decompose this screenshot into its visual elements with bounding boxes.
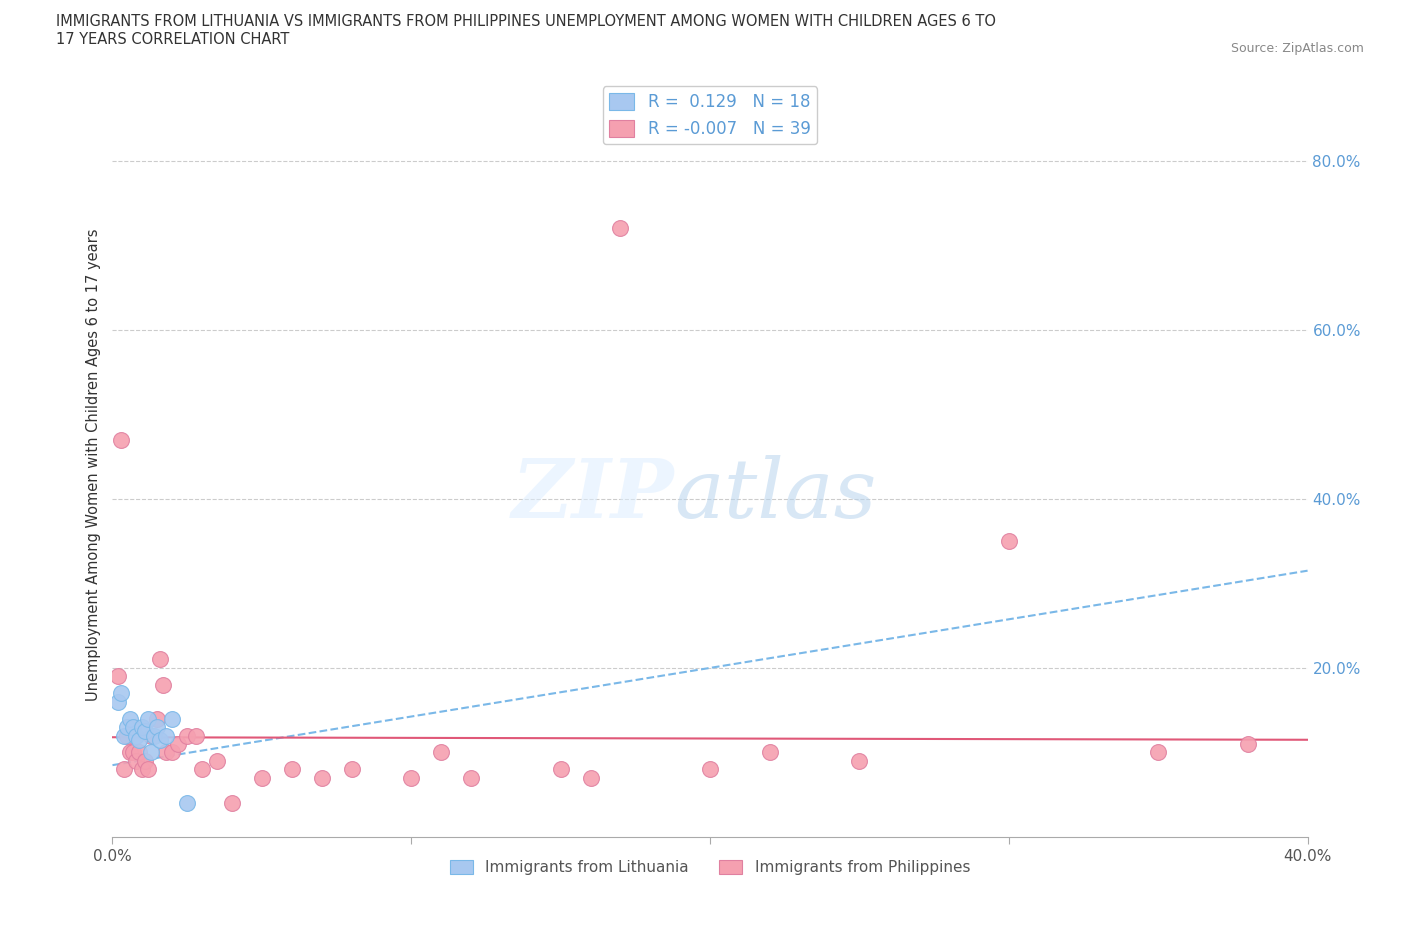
Point <box>162 711 183 726</box>
Point <box>146 711 169 726</box>
Point <box>176 728 198 743</box>
Point <box>609 220 631 235</box>
Point <box>110 432 132 447</box>
Point <box>186 728 208 743</box>
Point <box>699 762 721 777</box>
Point <box>311 770 333 785</box>
Point <box>125 753 148 768</box>
Point <box>134 753 156 768</box>
Point <box>155 728 177 743</box>
Point <box>149 652 172 667</box>
Point <box>107 695 129 710</box>
Point <box>250 770 273 785</box>
Point <box>125 728 148 743</box>
Point <box>205 753 228 768</box>
Point <box>141 745 163 760</box>
Point <box>155 745 177 760</box>
Point <box>122 720 145 735</box>
Point <box>128 745 150 760</box>
Point <box>134 724 156 738</box>
Point <box>110 685 132 700</box>
Point <box>430 745 453 760</box>
Point <box>152 677 174 692</box>
Point <box>122 745 145 760</box>
Point <box>998 534 1021 549</box>
Point <box>191 762 214 777</box>
Point <box>759 745 782 760</box>
Text: ZIP: ZIP <box>512 455 675 535</box>
Point <box>117 728 139 743</box>
Point <box>131 720 153 735</box>
Point <box>1237 737 1260 751</box>
Point <box>128 732 150 747</box>
Point <box>120 745 142 760</box>
Point <box>114 762 135 777</box>
Point <box>162 745 183 760</box>
Y-axis label: Unemployment Among Women with Children Ages 6 to 17 years: Unemployment Among Women with Children A… <box>86 229 101 701</box>
Point <box>167 737 190 751</box>
Point <box>143 728 166 743</box>
Point <box>550 762 572 777</box>
Point <box>146 720 169 735</box>
Point <box>117 720 139 735</box>
Text: IMMIGRANTS FROM LITHUANIA VS IMMIGRANTS FROM PHILIPPINES UNEMPLOYMENT AMONG WOME: IMMIGRANTS FROM LITHUANIA VS IMMIGRANTS … <box>56 14 997 29</box>
Point <box>1147 745 1170 760</box>
Text: Source: ZipAtlas.com: Source: ZipAtlas.com <box>1230 42 1364 55</box>
Point <box>401 770 423 785</box>
Legend: Immigrants from Lithuania, Immigrants from Philippines: Immigrants from Lithuania, Immigrants fr… <box>444 854 976 882</box>
Point <box>848 753 870 768</box>
Point <box>107 669 129 684</box>
Point <box>131 762 153 777</box>
Point <box>460 770 482 785</box>
Point <box>114 728 135 743</box>
Point <box>138 711 160 726</box>
Text: atlas: atlas <box>675 455 876 535</box>
Point <box>579 770 602 785</box>
Point <box>340 762 363 777</box>
Point <box>176 796 198 811</box>
Point <box>138 762 160 777</box>
Text: 17 YEARS CORRELATION CHART: 17 YEARS CORRELATION CHART <box>56 32 290 46</box>
Point <box>120 711 142 726</box>
Point <box>141 728 163 743</box>
Point <box>281 762 304 777</box>
Point <box>149 732 172 747</box>
Point <box>221 796 243 811</box>
